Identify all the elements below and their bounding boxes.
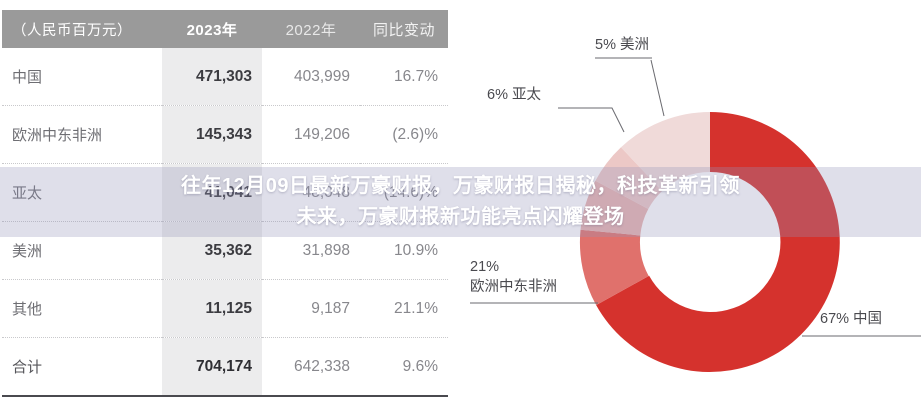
donut-label-americas: 5% 美洲	[595, 37, 649, 53]
cell-change-emea: (2.6)%	[360, 105, 448, 164]
donut-label-china: 67% 中国	[820, 311, 883, 327]
row-label-china: 中国	[2, 48, 162, 106]
donut-slice-china	[596, 112, 840, 372]
revenue-table: （人民币百万元） 2023年 2022年 同比变动 中国 471,303 403…	[2, 10, 448, 397]
revenue-table-panel: （人民币百万元） 2023年 2022年 同比变动 中国 471,303 403…	[0, 0, 452, 400]
donut-chart: 5% 美洲 6% 亚太 21% 欧洲中东非洲 67% 中国	[452, 0, 921, 400]
cell-2023-emea: 145,343	[162, 105, 262, 164]
cell-change-china: 16.7%	[360, 48, 448, 106]
donut-slice-emea	[579, 229, 649, 306]
table-row: 中国 471,303 403,999 16.7%	[2, 48, 448, 106]
cell-change-other: 21.1%	[360, 279, 448, 338]
donut-label-apac: 6% 亚太	[487, 87, 541, 103]
row-label-emea: 欧洲中东非洲	[2, 105, 162, 164]
cell-2023-other: 11,125	[162, 279, 262, 338]
cell-2022-other: 9,187	[262, 279, 360, 338]
cell-2022-china: 403,999	[262, 48, 360, 106]
donut-slice-apac	[580, 180, 649, 236]
table-header: （人民币百万元） 2023年 2022年 同比变动	[2, 10, 448, 48]
cell-2022-apac: 48,048	[262, 163, 360, 222]
row-label-americas: 美洲	[2, 221, 162, 280]
donut-label-emea: 21% 欧洲中东非洲	[470, 259, 557, 295]
row-label-total: 合计	[2, 337, 162, 397]
leader-line-americas	[650, 59, 665, 117]
row-label-apac: 亚太	[2, 163, 162, 222]
table-row: 欧洲中东非洲 145,343 149,206 (2.6)%	[2, 105, 448, 164]
cell-change-total: 9.6%	[360, 337, 448, 397]
table-row: 其他 11,125 9,187 21.1%	[2, 279, 448, 338]
table-header-row: （人民币百万元） 2023年 2022年 同比变动	[2, 10, 448, 48]
table-body: 中国 471,303 403,999 16.7% 欧洲中东非洲 145,343 …	[2, 48, 448, 397]
cell-2023-china: 471,303	[162, 48, 262, 106]
column-header-2022: 2022年	[262, 10, 360, 48]
table-row: 亚太 41,041 48,048 (14.6)%	[2, 163, 448, 222]
row-label-other: 其他	[2, 279, 162, 338]
cell-2022-total: 642,338	[262, 337, 360, 397]
cell-2023-apac: 41,041	[162, 163, 262, 222]
revenue-donut-panel: 5% 美洲 6% 亚太 21% 欧洲中东非洲 67% 中国	[452, 0, 921, 400]
table-row: 美洲 35,362 31,898 10.9%	[2, 221, 448, 280]
donut-chart-svg	[470, 57, 921, 372]
cell-2022-americas: 31,898	[262, 221, 360, 280]
column-header-2023: 2023年	[162, 10, 262, 48]
cell-change-apac: (14.6)%	[360, 163, 448, 222]
cell-2023-total: 704,174	[162, 337, 262, 397]
cell-change-americas: 10.9%	[360, 221, 448, 280]
cell-2022-emea: 149,206	[262, 105, 360, 164]
cell-2023-americas: 35,362	[162, 221, 262, 280]
table-row-total: 合计 704,174 642,338 9.6%	[2, 337, 448, 397]
donut-slice-americas	[595, 147, 663, 209]
donut-slice-other	[621, 112, 710, 191]
column-header-change: 同比变动	[360, 10, 448, 48]
column-header-unit: （人民币百万元）	[2, 10, 162, 48]
leader-line-apac	[558, 107, 625, 133]
